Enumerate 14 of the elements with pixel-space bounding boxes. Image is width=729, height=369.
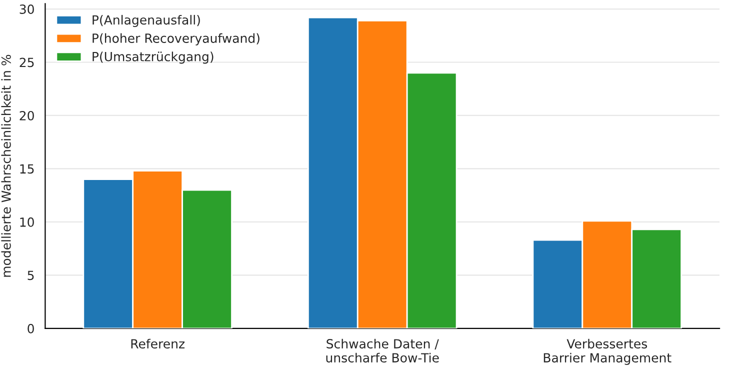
y-axis-title: modellierte Wahrscheinlichkeit in % <box>1 54 11 277</box>
y-tick-label: 20 <box>20 110 34 120</box>
y-tick-label: 15 <box>20 164 34 174</box>
y-tick-label: 0 <box>28 324 34 334</box>
y-tick-label: 5 <box>28 270 34 280</box>
x-tick-label: Schwache Daten / unscharfe Bow-Tie <box>326 338 439 362</box>
y-tick-label: 10 <box>20 217 34 227</box>
legend-label: P(Anlagenausfall) <box>92 14 200 28</box>
x-tick-label: Referenz <box>131 338 185 348</box>
x-tick-label: Verbessertes Barrier Management <box>544 338 672 365</box>
legend-label: P(hoher Recoveryaufwand) <box>92 33 260 46</box>
y-tick-label: 30 <box>20 4 34 14</box>
y-tick-label: 25 <box>20 58 34 68</box>
legend-label: P(Umsatzrückgang) <box>92 52 214 64</box>
